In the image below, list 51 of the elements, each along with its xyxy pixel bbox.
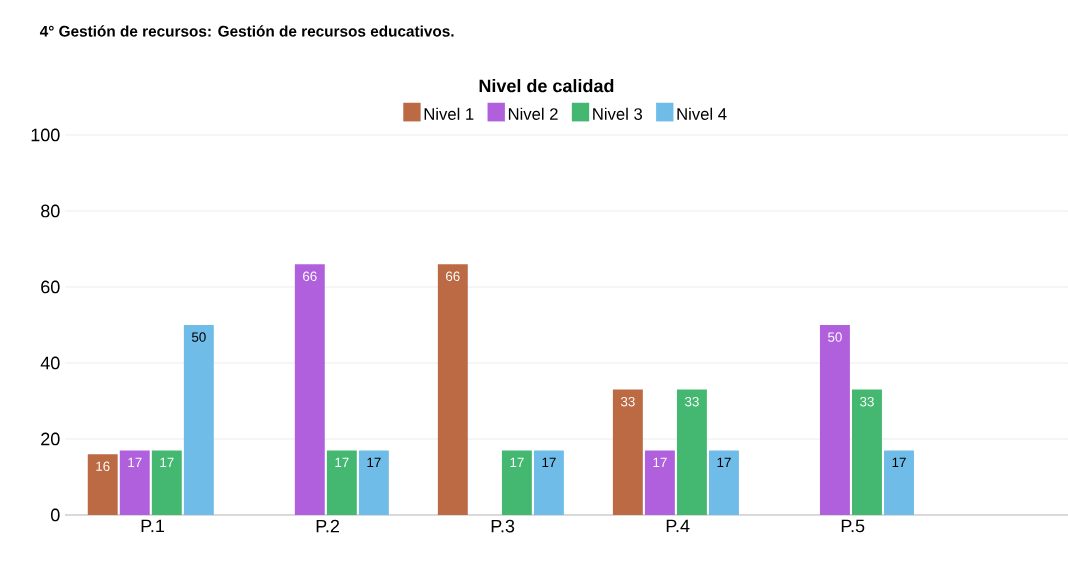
- bar: [151, 450, 182, 515]
- bar: [533, 450, 564, 515]
- legend-label: Nivel 3: [593, 107, 643, 120]
- data-label: 17: [717, 457, 731, 467]
- legend-label: Nivel 2: [508, 107, 558, 120]
- legend-label: Nivel 1: [424, 107, 474, 120]
- bar: [87, 454, 118, 515]
- data-label: 50: [828, 332, 842, 342]
- bar: [119, 450, 150, 515]
- data-label: 17: [367, 457, 381, 467]
- bar: [644, 450, 675, 515]
- bar: [708, 450, 739, 515]
- data-label: 16: [96, 461, 110, 471]
- y-tick-label: 100: [31, 128, 60, 142]
- bar: [183, 324, 214, 515]
- x-tick-label: P.4: [666, 519, 690, 533]
- y-tick-label: 80: [41, 204, 60, 218]
- data-label: 33: [620, 396, 635, 407]
- data-label: 17: [335, 457, 349, 467]
- data-label: 33: [685, 396, 699, 407]
- data-label: 66: [446, 271, 460, 281]
- chart-title: 4° Gestión de recursos: Gestión de recursos educativos.: [39, 25, 454, 37]
- x-tick-label: P.1: [141, 519, 165, 533]
- bar: [358, 450, 389, 515]
- legend-title: Nivel de calidad: [479, 79, 614, 93]
- x-tick-label: P.2: [316, 519, 340, 533]
- bar: [326, 450, 357, 515]
- y-tick-label: 60: [41, 280, 60, 294]
- y-tick-label: 20: [41, 432, 60, 446]
- data-label: 50: [191, 332, 206, 342]
- data-label: 17: [128, 457, 142, 467]
- legend-label: Nivel 4: [677, 107, 727, 120]
- bar: [501, 450, 532, 515]
- y-tick-label: 40: [40, 356, 60, 370]
- bar: [676, 389, 707, 515]
- data-label: 17: [510, 457, 524, 467]
- data-label: 66: [303, 271, 317, 281]
- data-label: 17: [542, 457, 556, 467]
- bar: [884, 450, 914, 515]
- bar: [851, 389, 882, 515]
- data-label: 17: [653, 457, 667, 467]
- bar: [294, 264, 325, 515]
- bar: [437, 264, 468, 515]
- x-tick-label: P.3: [491, 519, 515, 533]
- y-tick-label: 0: [51, 508, 60, 522]
- bar: [612, 389, 643, 515]
- data-label: 17: [892, 457, 906, 467]
- bar: [819, 324, 850, 515]
- x-tick-label: P.5: [841, 519, 865, 533]
- data-label: 33: [860, 396, 874, 407]
- data-label: 17: [160, 457, 174, 467]
